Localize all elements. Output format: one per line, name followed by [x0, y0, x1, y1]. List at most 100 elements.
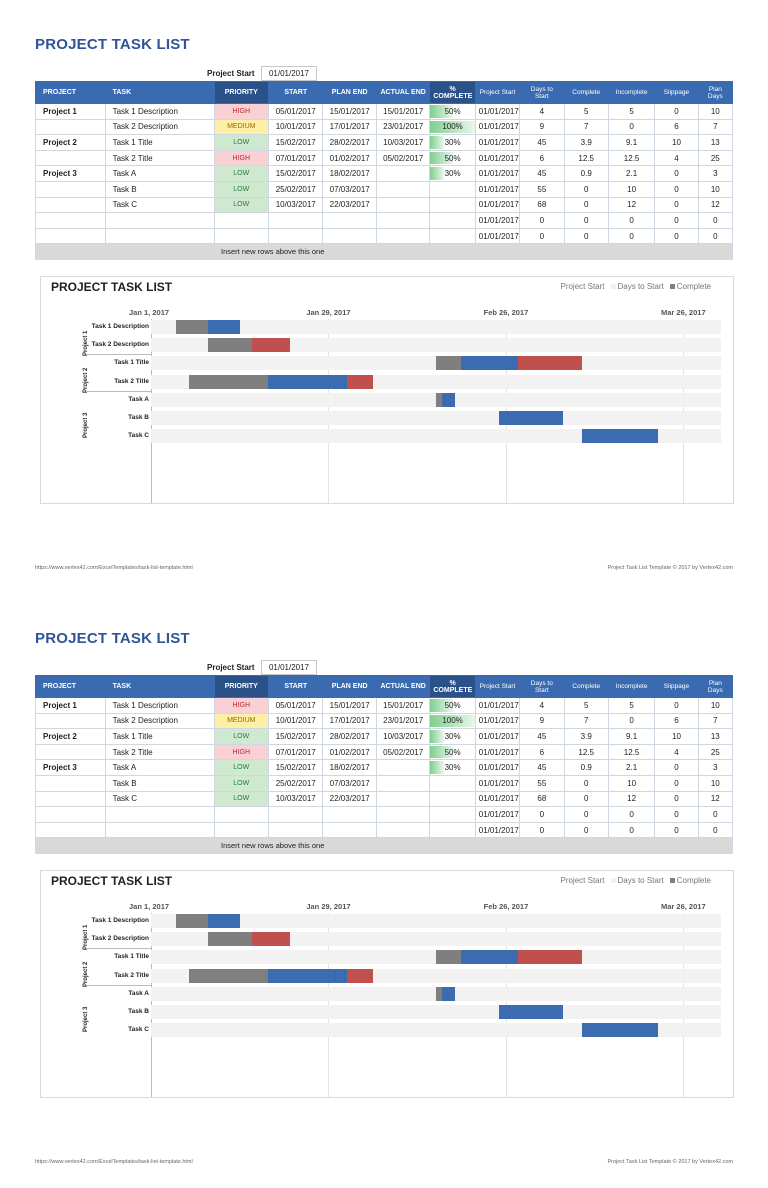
cell-plan-end[interactable]: 22/03/2017 — [322, 790, 377, 808]
cell-slippage[interactable]: 6 — [654, 118, 699, 136]
cell-start[interactable]: 07/01/2017 — [267, 743, 324, 761]
priority-badge[interactable]: LOW — [213, 774, 270, 792]
column-header[interactable]: ACTUAL END — [375, 81, 431, 104]
cell-task[interactable]: Task 1 Description — [104, 103, 215, 120]
cell-task[interactable] — [104, 227, 215, 245]
cell-actual-end[interactable]: 10/03/2017 — [375, 134, 431, 151]
priority-badge[interactable]: MEDIUM — [213, 118, 270, 136]
cell-incomplete[interactable]: 12.5 — [607, 149, 656, 167]
cell-plan-end[interactable] — [322, 212, 377, 229]
cell-project[interactable] — [35, 149, 106, 167]
cell-pstart[interactable]: 01/01/2017 — [474, 790, 521, 808]
column-header[interactable]: PRIORITY — [213, 81, 270, 104]
cell-incomplete[interactable]: 0 — [607, 821, 656, 839]
cell-complete[interactable]: 0 — [563, 806, 609, 823]
cell-incomplete[interactable]: 12.5 — [607, 743, 656, 761]
cell-plan-days[interactable]: 10 — [697, 180, 734, 198]
cell-plan-end[interactable] — [322, 227, 377, 245]
cell-task[interactable]: Task 2 Description — [104, 712, 215, 730]
cell-days-to-start[interactable]: 9 — [519, 712, 565, 730]
cell-pstart[interactable]: 01/01/2017 — [474, 118, 521, 136]
cell-complete[interactable]: 0.9 — [563, 759, 609, 776]
cell-pct[interactable] — [429, 212, 476, 229]
cell-plan-end[interactable] — [322, 821, 377, 839]
cell-pstart[interactable]: 01/01/2017 — [474, 180, 521, 198]
cell-days-to-start[interactable]: 45 — [519, 728, 565, 745]
cell-pct[interactable]: 30% — [429, 134, 476, 151]
cell-project[interactable] — [35, 180, 106, 198]
cell-pct[interactable] — [429, 790, 476, 808]
cell-complete[interactable]: 0 — [563, 774, 609, 792]
column-header[interactable]: Complete — [563, 81, 609, 104]
cell-plan-days[interactable]: 13 — [697, 134, 734, 151]
cell-plan-days[interactable]: 0 — [697, 806, 734, 823]
cell-plan-days[interactable]: 0 — [697, 212, 734, 229]
cell-pstart[interactable]: 01/01/2017 — [474, 212, 521, 229]
cell-complete[interactable]: 5 — [563, 697, 609, 714]
cell-days-to-start[interactable]: 4 — [519, 103, 565, 120]
cell-days-to-start[interactable]: 0 — [519, 821, 565, 839]
cell-project[interactable] — [35, 118, 106, 136]
priority-badge[interactable]: LOW — [213, 134, 270, 151]
priority-badge[interactable]: LOW — [213, 196, 270, 214]
column-header[interactable]: TASK — [104, 675, 215, 698]
cell-start[interactable] — [267, 821, 324, 839]
cell-complete[interactable]: 0 — [563, 790, 609, 808]
column-header[interactable]: Days to Start — [519, 81, 565, 104]
cell-days-to-start[interactable]: 45 — [519, 134, 565, 151]
cell-task[interactable]: Task A — [104, 165, 215, 182]
cell-incomplete[interactable]: 12 — [607, 790, 656, 808]
cell-task[interactable] — [104, 806, 215, 823]
cell-plan-end[interactable]: 15/01/2017 — [322, 697, 377, 714]
cell-plan-days[interactable]: 3 — [697, 759, 734, 776]
cell-plan-days[interactable]: 10 — [697, 774, 734, 792]
cell-incomplete[interactable]: 10 — [607, 180, 656, 198]
cell-start[interactable]: 15/02/2017 — [267, 134, 324, 151]
cell-incomplete[interactable]: 5 — [607, 697, 656, 714]
cell-project[interactable]: Project 1 — [35, 103, 106, 120]
cell-days-to-start[interactable]: 9 — [519, 118, 565, 136]
cell-incomplete[interactable]: 0 — [607, 227, 656, 245]
cell-days-to-start[interactable]: 0 — [519, 227, 565, 245]
cell-pct[interactable] — [429, 774, 476, 792]
cell-plan-end[interactable]: 18/02/2017 — [322, 165, 377, 182]
cell-pstart[interactable]: 01/01/2017 — [474, 697, 521, 714]
cell-days-to-start[interactable]: 6 — [519, 149, 565, 167]
cell-incomplete[interactable]: 12 — [607, 196, 656, 214]
cell-days-to-start[interactable]: 45 — [519, 165, 565, 182]
cell-complete[interactable]: 12.5 — [563, 743, 609, 761]
cell-pstart[interactable]: 01/01/2017 — [474, 227, 521, 245]
cell-plan-end[interactable]: 07/03/2017 — [322, 774, 377, 792]
cell-pct[interactable]: 50% — [429, 149, 476, 167]
column-header[interactable]: ACTUAL END — [375, 675, 431, 698]
cell-task[interactable]: Task C — [104, 790, 215, 808]
cell-actual-end[interactable]: 15/01/2017 — [375, 697, 431, 714]
cell-task[interactable]: Task A — [104, 759, 215, 776]
cell-actual-end[interactable] — [375, 821, 431, 839]
cell-actual-end[interactable] — [375, 212, 431, 229]
cell-complete[interactable]: 0 — [563, 227, 609, 245]
column-header[interactable]: Incomplete — [607, 81, 656, 104]
cell-pct[interactable] — [429, 806, 476, 823]
footer-url[interactable]: https://www.vertex42.com/ExcelTemplates/… — [35, 1159, 193, 1165]
cell-days-to-start[interactable]: 55 — [519, 180, 565, 198]
cell-actual-end[interactable]: 05/02/2017 — [375, 149, 431, 167]
cell-project[interactable] — [35, 196, 106, 214]
column-header[interactable]: PRIORITY — [213, 675, 270, 698]
cell-start[interactable] — [267, 212, 324, 229]
cell-actual-end[interactable]: 05/02/2017 — [375, 743, 431, 761]
cell-slippage[interactable]: 0 — [654, 821, 699, 839]
cell-task[interactable]: Task B — [104, 774, 215, 792]
cell-pstart[interactable]: 01/01/2017 — [474, 806, 521, 823]
column-header[interactable]: Plan Days — [697, 81, 734, 104]
cell-task[interactable]: Task 2 Title — [104, 149, 215, 167]
priority-badge[interactable]: LOW — [213, 728, 270, 745]
cell-task[interactable] — [104, 821, 215, 839]
priority-badge[interactable]: HIGH — [213, 149, 270, 167]
cell-task[interactable]: Task B — [104, 180, 215, 198]
cell-task[interactable]: Task 2 Description — [104, 118, 215, 136]
cell-plan-days[interactable]: 0 — [697, 227, 734, 245]
cell-days-to-start[interactable]: 0 — [519, 212, 565, 229]
cell-pct[interactable] — [429, 227, 476, 245]
cell-pstart[interactable]: 01/01/2017 — [474, 728, 521, 745]
